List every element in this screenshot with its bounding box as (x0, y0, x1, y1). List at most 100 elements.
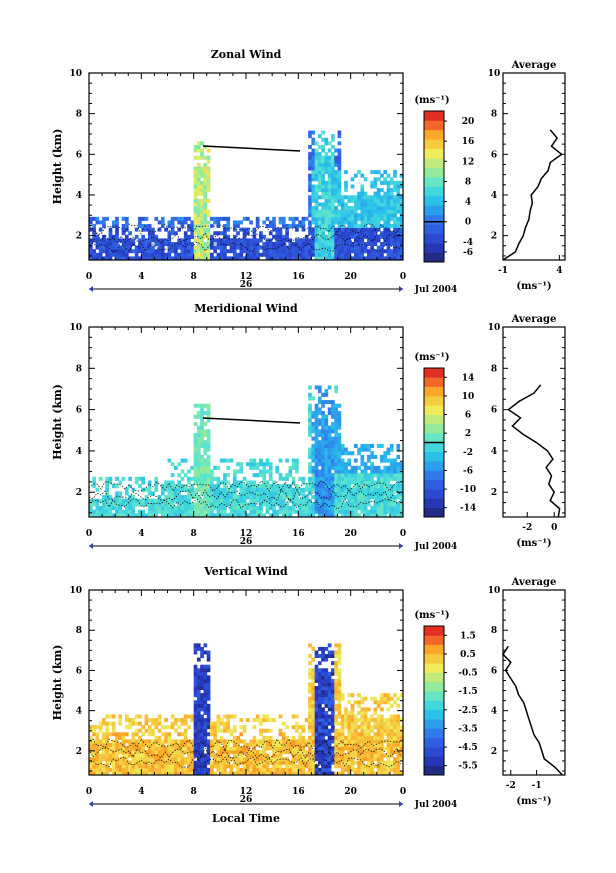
heatmap-cell (128, 238, 132, 243)
heatmap-cell (190, 513, 195, 518)
heatmap-cell (115, 220, 119, 225)
heatmap-cell (141, 227, 145, 232)
heatmap-cell (295, 739, 299, 744)
heatmap-cell (317, 202, 322, 207)
heatmap-cell (373, 198, 378, 203)
heatmap-cell (291, 487, 296, 492)
heatmap-cell (321, 148, 325, 153)
heatmap-cell (196, 646, 201, 651)
heatmap-cell (373, 465, 378, 470)
heatmap-cell (115, 739, 119, 744)
heatmap-cell (102, 495, 106, 500)
heatmap-cell (118, 760, 123, 765)
heatmap-cell (128, 249, 132, 254)
heatmap-cell (399, 184, 404, 189)
heatmap-cell (203, 753, 208, 758)
heatmap-cell (124, 220, 129, 225)
colorbar-tick-label: 16 (462, 137, 475, 147)
heatmap-cell (353, 495, 358, 500)
heatmap-cell (183, 495, 188, 500)
heatmap-cell (255, 220, 260, 225)
heatmap-cell (174, 718, 178, 723)
heatmap-cell (321, 657, 325, 662)
heatmap-cell (337, 458, 342, 463)
heatmap-cell (383, 498, 388, 503)
heatmap-cell (193, 721, 198, 726)
heatmap-cell (314, 487, 319, 492)
heatmap-cell (144, 216, 149, 221)
heatmap-cell (373, 216, 378, 221)
heatmap-cell (314, 465, 319, 470)
heatmap-cell (331, 707, 335, 712)
heatmap-cell (236, 242, 240, 247)
average-frame (502, 326, 566, 518)
heatmap-cell (347, 473, 352, 478)
heatmap-cell (111, 760, 116, 765)
heatmap-cell (321, 231, 325, 236)
heatmap-cell (360, 718, 365, 723)
heatmap-cell (353, 202, 358, 207)
heatmap-cell (183, 728, 188, 733)
heatmap-cell (317, 646, 322, 651)
heatmap-cell (324, 443, 329, 448)
heatmap-cell (321, 252, 325, 257)
heatmap-cell (393, 195, 397, 200)
heatmap-cell (193, 170, 198, 175)
heatmap-cell (337, 502, 342, 507)
heatmap-cell (311, 753, 316, 758)
heatmap-cell (115, 735, 119, 740)
heatmap-cell (216, 256, 221, 261)
heatmap-cell (337, 760, 342, 765)
heatmap-cell (360, 502, 365, 507)
heatmap-cell (317, 245, 322, 250)
heatmap-cell (363, 746, 368, 751)
heatmap-cell (206, 440, 211, 445)
heatmap-cell (249, 498, 253, 503)
heatmap-cell (206, 746, 211, 751)
heatmap-cell (134, 764, 139, 769)
heatmap-cell (321, 202, 325, 207)
heatmap-cell (108, 227, 113, 232)
heatmap-cell (92, 502, 96, 507)
heatmap-cell (124, 245, 129, 250)
heatmap-cell (190, 750, 195, 755)
heatmap-cell (262, 252, 267, 257)
heatmap-cell (327, 696, 332, 701)
heatmap-cell (327, 411, 332, 416)
heatmap-cell (308, 491, 312, 496)
heatmap-cell (357, 256, 361, 261)
heatmap-cell (321, 675, 325, 680)
heatmap-cell (331, 137, 335, 142)
y-axis-label: Height (km) (51, 645, 64, 721)
heatmap-cell (121, 750, 126, 755)
heatmap-cell (196, 509, 201, 514)
heatmap-cell (128, 725, 132, 730)
heatmap-cell (138, 760, 142, 765)
heatmap-cell (219, 764, 224, 769)
heatmap-cell (255, 509, 260, 514)
heatmap-cell (334, 180, 338, 185)
heatmap-cell (170, 462, 175, 467)
heatmap-cell (344, 469, 348, 474)
heatmap-cell (193, 764, 198, 769)
colorbar-step (424, 635, 444, 645)
heatmap-cell (281, 760, 286, 765)
heatmap-cell (340, 249, 345, 254)
heatmap-cell (278, 506, 283, 511)
heatmap-cell (344, 710, 348, 715)
heatmap-cell (259, 469, 263, 474)
heatmap-cell (275, 767, 280, 772)
heatmap-cell (327, 213, 332, 218)
heatmap-cell (301, 513, 306, 518)
heatmap-cell (144, 742, 149, 747)
heatmap-cell (275, 760, 280, 765)
heatmap-cell (111, 725, 116, 730)
heatmap-cell (334, 718, 338, 723)
heatmap-cell (147, 742, 152, 747)
heatmap-cell (317, 170, 322, 175)
heatmap-cell (317, 750, 322, 755)
heatmap-cell (105, 498, 110, 503)
heatmap-cell (121, 227, 126, 232)
heatmap-cell (144, 238, 149, 243)
